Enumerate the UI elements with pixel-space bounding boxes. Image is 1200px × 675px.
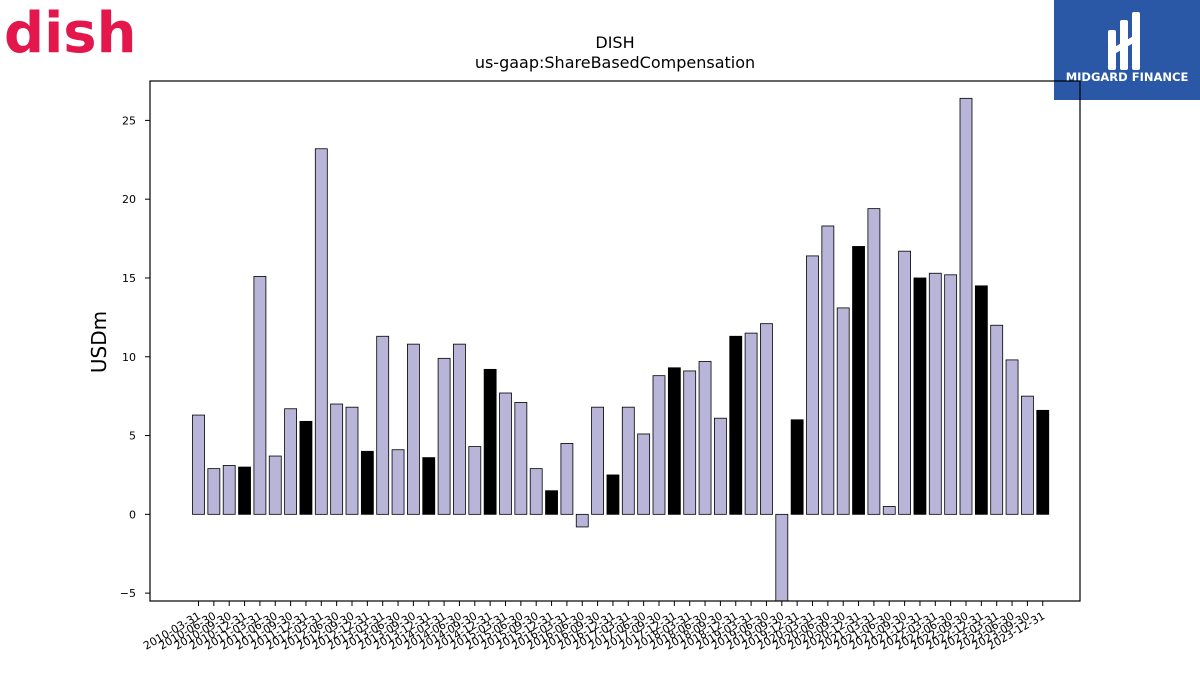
bar-2018-09-30 — [714, 417, 727, 515]
bar-series — [192, 97, 1050, 602]
bar-2017-06-30 — [637, 433, 651, 515]
y-tick-label: 5 — [129, 430, 136, 443]
bar-2020-03-31 — [806, 255, 819, 515]
bar-2013-09-30 — [406, 343, 420, 515]
bar-2021-09-30 — [898, 250, 911, 515]
bar-2011-12-31 — [299, 420, 313, 515]
bar-2015-12-31 — [545, 490, 558, 515]
bar-2012-03-31 — [314, 148, 328, 515]
bar-2015-09-30 — [529, 468, 543, 515]
bar-2014-09-30 — [468, 446, 482, 515]
bar-2015-03-31 — [499, 392, 512, 515]
bar-2011-06-30 — [268, 455, 282, 515]
midgard-finance-logo: MIDGARD FINANCE — [1054, 0, 1200, 100]
bar-2019-12-31 — [790, 419, 804, 515]
bar-2022-06-30 — [944, 274, 958, 515]
bar-2019-03-31 — [744, 332, 758, 515]
bar-2019-09-30 — [775, 513, 789, 602]
chart-title: DISH — [595, 33, 634, 52]
bar-2017-12-31 — [667, 367, 681, 515]
bar-2017-09-30 — [652, 375, 666, 515]
bar-2013-06-30 — [391, 449, 405, 515]
bar-2021-03-31 — [867, 208, 881, 515]
dish-logo-text: dish — [4, 1, 136, 60]
bar-2010-06-30 — [207, 468, 221, 515]
bar-2021-12-31 — [913, 277, 927, 515]
bar-2022-09-30 — [959, 97, 973, 515]
bar-2010-09-30 — [222, 465, 236, 515]
y-tick-label: 15 — [122, 272, 136, 285]
y-tick-label: 25 — [122, 114, 136, 127]
bar-2019-06-30 — [760, 323, 773, 515]
bar-2016-12-31 — [606, 474, 620, 515]
bar-2023-03-31 — [990, 324, 1004, 515]
bar-2017-03-31 — [621, 406, 635, 515]
bar-2014-06-30 — [453, 343, 466, 515]
bar-2011-03-31 — [253, 275, 267, 515]
bar-2014-03-31 — [437, 357, 451, 515]
y-tick-label: 0 — [129, 508, 136, 521]
bar-2022-12-31 — [974, 285, 988, 515]
bar-2016-09-30 — [591, 406, 604, 515]
bar-2014-12-31 — [483, 368, 497, 515]
bar-2010-03-31 — [192, 414, 205, 515]
bar-2011-09-30 — [284, 408, 298, 515]
bar-2020-12-31 — [852, 246, 865, 515]
bar-2013-03-31 — [376, 335, 390, 515]
y-tick-label: −5 — [120, 587, 136, 600]
bar-2013-12-31 — [422, 457, 436, 515]
bar-2015-06-30 — [514, 402, 528, 515]
midgard-emblem-icon — [1108, 12, 1140, 70]
bar-2023-06-30 — [1005, 359, 1019, 515]
chart-subtitle: us-gaap:ShareBasedCompensation — [475, 53, 755, 72]
y-tick-label: 20 — [122, 193, 136, 206]
bar-2012-06-30 — [330, 403, 344, 515]
bar-2023-12-31 — [1036, 409, 1050, 515]
bar-2010-12-31 — [238, 466, 251, 515]
plot-frame — [149, 80, 1081, 602]
x-axis: 2010-03-312010-06-302010-09-302010-12-31… — [141, 601, 1047, 653]
midgard-logo-text: MIDGARD FINANCE — [1066, 70, 1189, 84]
bar-2020-09-30 — [836, 307, 850, 515]
y-axis: −5 0 5 10 15 20 25 — [120, 114, 150, 600]
bar-2018-06-30 — [698, 361, 712, 515]
dish-logo: dish — [0, 0, 140, 66]
bar-2018-12-31 — [729, 335, 743, 515]
bar-2020-06-30 — [821, 225, 835, 515]
bar-2016-06-30 — [575, 513, 589, 528]
y-axis-label: USDm — [87, 311, 111, 373]
bar-2012-12-31 — [360, 450, 374, 515]
bar-2012-09-30 — [345, 406, 359, 515]
bar-2016-03-31 — [560, 443, 574, 515]
bar-2021-06-30 — [882, 506, 896, 515]
bar-2023-09-30 — [1021, 395, 1034, 515]
y-tick-label: 10 — [122, 351, 136, 364]
bar-2018-03-31 — [683, 370, 697, 515]
bar-2022-03-31 — [928, 272, 942, 515]
